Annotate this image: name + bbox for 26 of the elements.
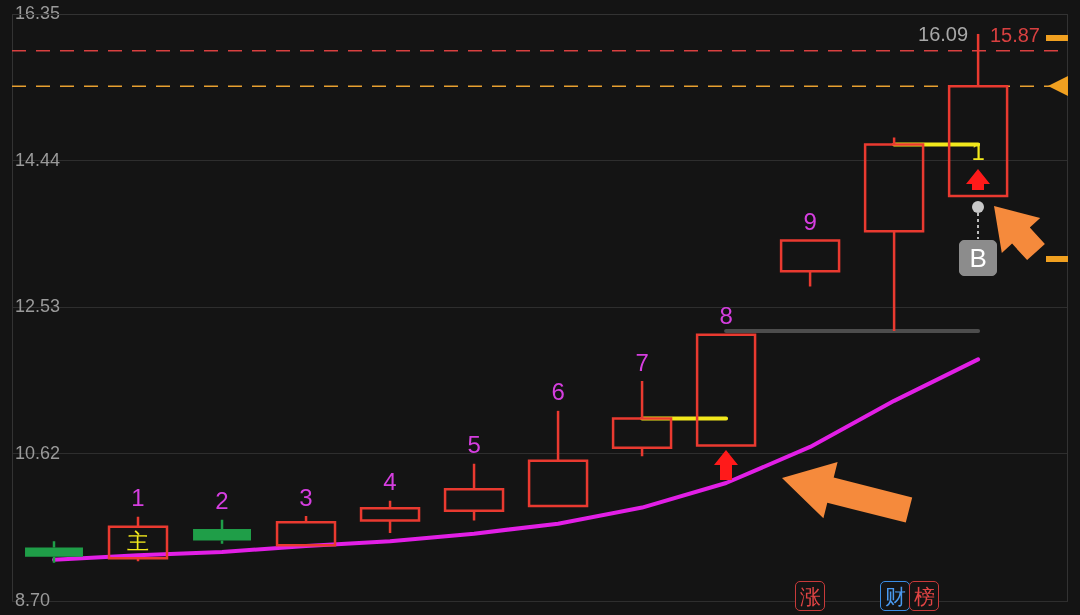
annotation: 16.09 bbox=[918, 22, 969, 45]
y-tick-label: 12.53 bbox=[15, 296, 61, 317]
candlestick bbox=[359, 499, 421, 535]
y-tick-label: 8.70 bbox=[15, 590, 51, 611]
annotation: 财 bbox=[880, 581, 911, 611]
text: 9 bbox=[803, 208, 817, 236]
y-tick-label: 10.62 bbox=[15, 442, 61, 463]
text: 5 bbox=[467, 431, 481, 459]
annotation: 涨 bbox=[795, 581, 826, 611]
annotation: 主 bbox=[127, 529, 149, 555]
candlestick bbox=[863, 136, 925, 333]
annotation: 1 bbox=[131, 484, 145, 512]
text: 2 bbox=[215, 487, 229, 515]
annotation: B bbox=[959, 239, 998, 276]
candlestick bbox=[443, 462, 505, 522]
ref-line-label: 15.87 bbox=[989, 24, 1040, 47]
text: 4 bbox=[383, 468, 397, 496]
candlestick bbox=[611, 379, 673, 458]
y-tick-label: 14.44 bbox=[15, 149, 61, 170]
y-tick-label: 16.35 bbox=[15, 2, 61, 23]
annotation: 榜 bbox=[909, 581, 940, 611]
text: 3 bbox=[299, 483, 313, 511]
text: 6 bbox=[551, 378, 565, 406]
candlestick bbox=[527, 409, 589, 508]
text: 8 bbox=[719, 302, 733, 330]
text: 7 bbox=[635, 348, 649, 376]
